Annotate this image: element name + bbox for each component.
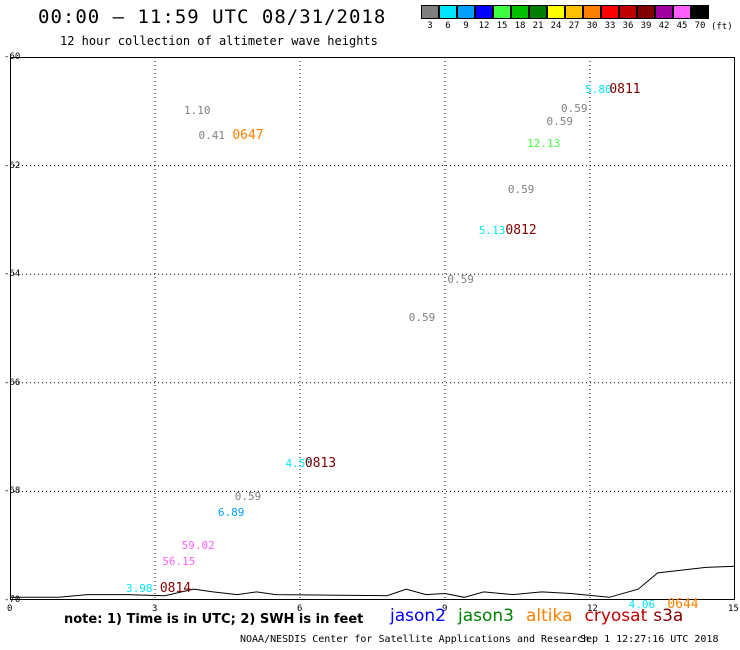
scale-bin: 9 [457, 5, 475, 32]
scale-swatch [565, 5, 583, 19]
color-scale-legend: 3 6 9 12 15 18 21 24 27 30 33 36 39 42 45 70 (ft) [421, 5, 733, 32]
scale-label: 33 [604, 21, 616, 31]
lon-tick-label: 0 [7, 604, 13, 614]
scale-label: 3 [427, 21, 433, 31]
wave-height-value: 6.89 [217, 506, 245, 520]
scale-swatch [619, 5, 637, 19]
pass-time-label: 0813 [304, 456, 337, 472]
pass-time-label: 0644 [667, 597, 699, 613]
scale-bin: 39 [637, 5, 655, 32]
scale-swatch [583, 5, 601, 19]
scale-bin: 6 [439, 5, 457, 32]
scale-bin: 3 [421, 5, 439, 32]
wave-height-value: 5.80 [585, 82, 612, 96]
scale-swatch [475, 5, 493, 19]
scale-label: 42 [658, 21, 670, 31]
scale-label: 27 [568, 21, 580, 31]
satellite-jason2: jason2 [390, 606, 446, 626]
scale-label: 18 [514, 21, 526, 31]
lat-tick-label: -60 [4, 52, 21, 62]
map-frame [10, 57, 735, 600]
lon-tick-label: 15 [728, 604, 739, 614]
wave-height-value: 0.41 [198, 128, 226, 142]
scale-bin: 36 [619, 5, 637, 32]
satellite-legend: jason2 jason3 altika cryosat s3a [390, 606, 695, 626]
lon-tick-label: 6 [297, 604, 303, 614]
satellite-s3a: s3a [653, 606, 684, 626]
wave-height-value: 12.13 [527, 136, 561, 150]
credit-text: NOAA/NESDIS Center for Satellite Applica… [240, 634, 590, 645]
wave-height-value: 0.59 [546, 115, 574, 129]
scale-label: 70 [694, 21, 706, 31]
scale-swatch [655, 5, 673, 19]
scale-swatch [547, 5, 565, 19]
lat-tick-label: -70 [4, 595, 21, 605]
scale-swatch [673, 5, 691, 19]
lat-tick-label: -66 [4, 377, 21, 388]
wave-height-map [10, 57, 735, 600]
wave-height-value: 59.02 [181, 538, 215, 552]
scale-label: 21 [532, 21, 544, 31]
scale-bin: 24 [547, 5, 565, 32]
wave-height-value: 0.59 [561, 101, 588, 115]
scale-bin: 21 [529, 5, 547, 32]
lon-tick-label: 3 [152, 604, 158, 614]
satellite-altika: altika [526, 606, 573, 626]
scale-label: 9 [463, 21, 469, 31]
scale-swatch [511, 5, 529, 19]
scale-bin: 70 [691, 5, 709, 32]
pass-time-label: 0811 [609, 81, 641, 97]
scale-swatch [421, 5, 439, 19]
footer-note: note: 1) Time is in UTC; 2) SWH is in fe… [64, 612, 364, 627]
lon-tick-label: 9 [442, 604, 448, 614]
scale-label: 15 [496, 21, 508, 31]
scale-label: 39 [640, 21, 652, 31]
pass-time-label: 0814 [159, 581, 192, 597]
chart-title: 00:00 – 11:59 UTC 08/31/2018 [38, 6, 387, 28]
scale-swatch [691, 5, 709, 19]
satellite-cryosat: cryosat [584, 606, 648, 626]
chart-subtitle: 12 hour collection of altimeter wave hei… [60, 34, 378, 48]
scale-bin: 18 [511, 5, 529, 32]
antarctic-coastline [10, 565, 735, 598]
scale-label: 30 [586, 21, 598, 31]
scale-bin: 33 [601, 5, 619, 32]
wave-height-value: 56.15 [162, 554, 196, 568]
wave-height-value: 0.59 [408, 310, 436, 324]
scale-swatch [529, 5, 547, 19]
scale-bin: 15 [493, 5, 511, 32]
pass-time-label: 0812 [505, 222, 537, 238]
wave-height-value: 0.59 [447, 272, 474, 286]
wave-height-value: 1.10 [184, 104, 211, 118]
scale-bin: 12 [475, 5, 493, 32]
lat-tick-label: -68 [4, 486, 21, 497]
scale-swatch [637, 5, 655, 19]
scale-bin: 27 [565, 5, 583, 32]
scale-label: 36 [622, 21, 634, 31]
lat-tick-label: -62 [4, 160, 21, 171]
pass-time-label: 0647 [232, 127, 264, 143]
wave-height-value: 5.13 [478, 223, 506, 237]
scale-unit: (ft) [711, 22, 733, 32]
scale-label: 24 [550, 21, 562, 31]
satellite-jason3: jason3 [458, 606, 514, 626]
wave-height-value: 4.06 [628, 598, 656, 612]
scale-swatch [493, 5, 511, 19]
scale-label: 12 [478, 21, 490, 31]
lon-tick-label: 12 [587, 604, 598, 614]
scale-bin: 45 [673, 5, 691, 32]
scale-swatch [601, 5, 619, 19]
wave-height-value: 4.50 [285, 457, 313, 471]
wave-height-value: 0.59 [507, 183, 535, 197]
scale-bin: 42 [655, 5, 673, 32]
scale-swatch [439, 5, 457, 19]
wave-height-value: 3.98 [126, 582, 153, 596]
scale-label: 6 [445, 21, 451, 31]
scale-swatch [457, 5, 475, 19]
scale-bin: 30 [583, 5, 601, 32]
generated-timestamp: Sep 1 12:27:16 UTC 2018 [580, 634, 719, 645]
wave-height-value: 0.59 [234, 489, 262, 503]
scale-label: 45 [676, 21, 688, 31]
lat-tick-label: -64 [4, 269, 21, 280]
